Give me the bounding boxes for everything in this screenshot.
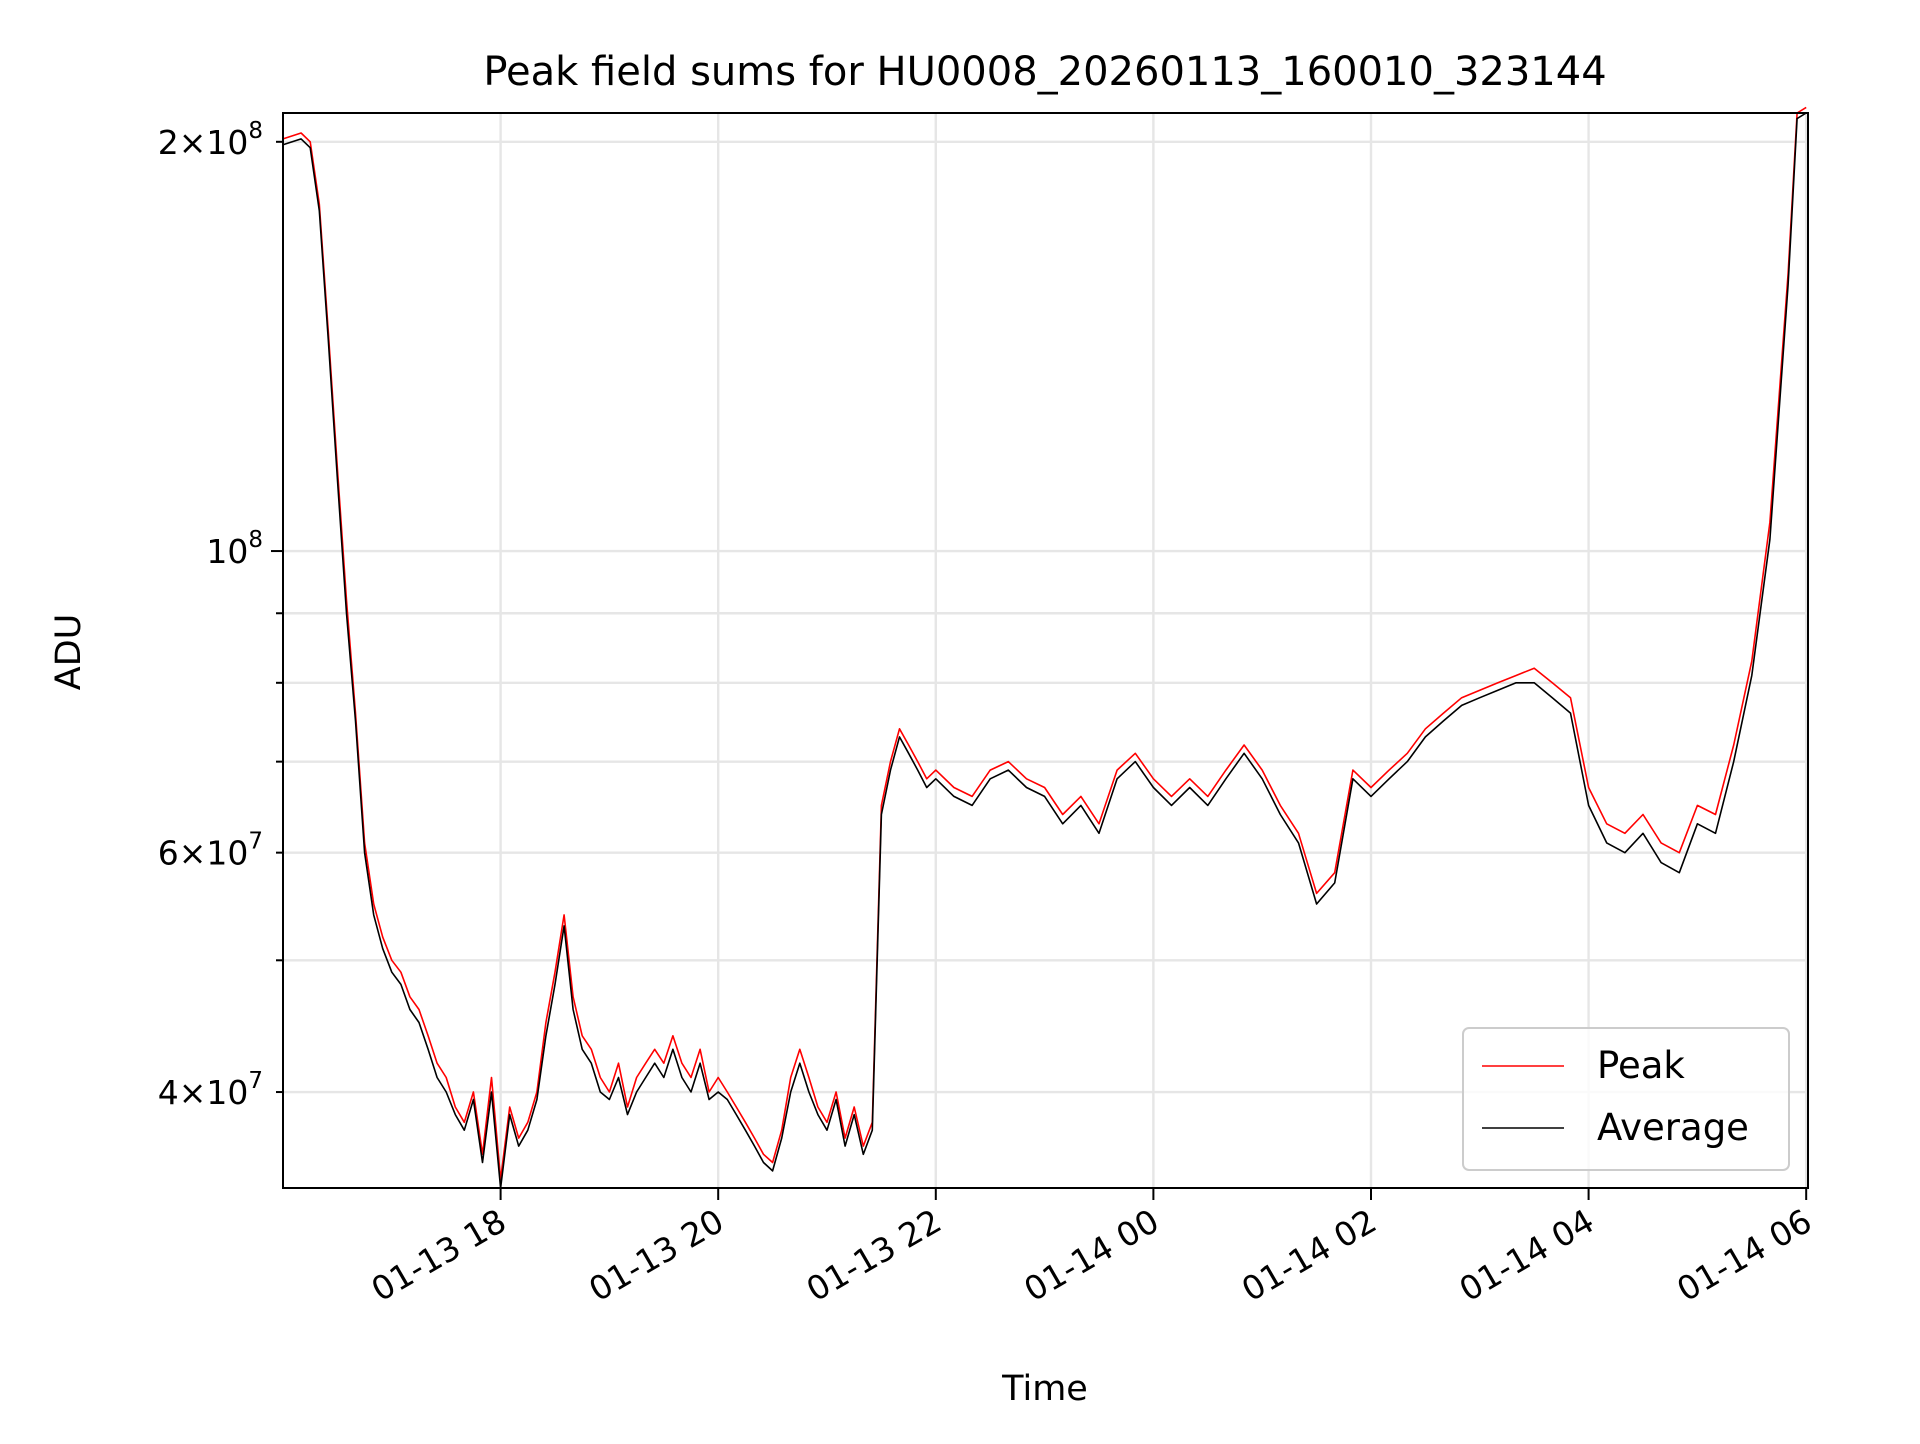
- legend-box: [1462, 1027, 1790, 1171]
- y-axis-label: ADU: [49, 614, 89, 691]
- legend-label-peak: Peak: [1597, 1044, 1685, 1087]
- series-line-average: [282, 112, 1807, 1189]
- x-axis-label: Time: [1001, 1369, 1088, 1409]
- series-lines: [282, 106, 1807, 1189]
- chart-title: Peak field sums for HU0008_20260113_1600…: [483, 49, 1606, 95]
- plot-frame: [282, 112, 1809, 1189]
- y-tick-label: 108: [206, 527, 263, 571]
- legend-label-average: Average: [1597, 1106, 1749, 1149]
- y-tick-label: 2×108: [158, 118, 263, 162]
- grid: [283, 113, 1808, 1188]
- y-axis: 108 4×107 6×107 2×108: [158, 118, 283, 1112]
- legend: Peak Average: [1462, 1027, 1790, 1171]
- y-tick-label: 6×107: [158, 829, 263, 873]
- series-line-peak: [282, 106, 1807, 1181]
- y-tick-label: 4×107: [158, 1068, 263, 1112]
